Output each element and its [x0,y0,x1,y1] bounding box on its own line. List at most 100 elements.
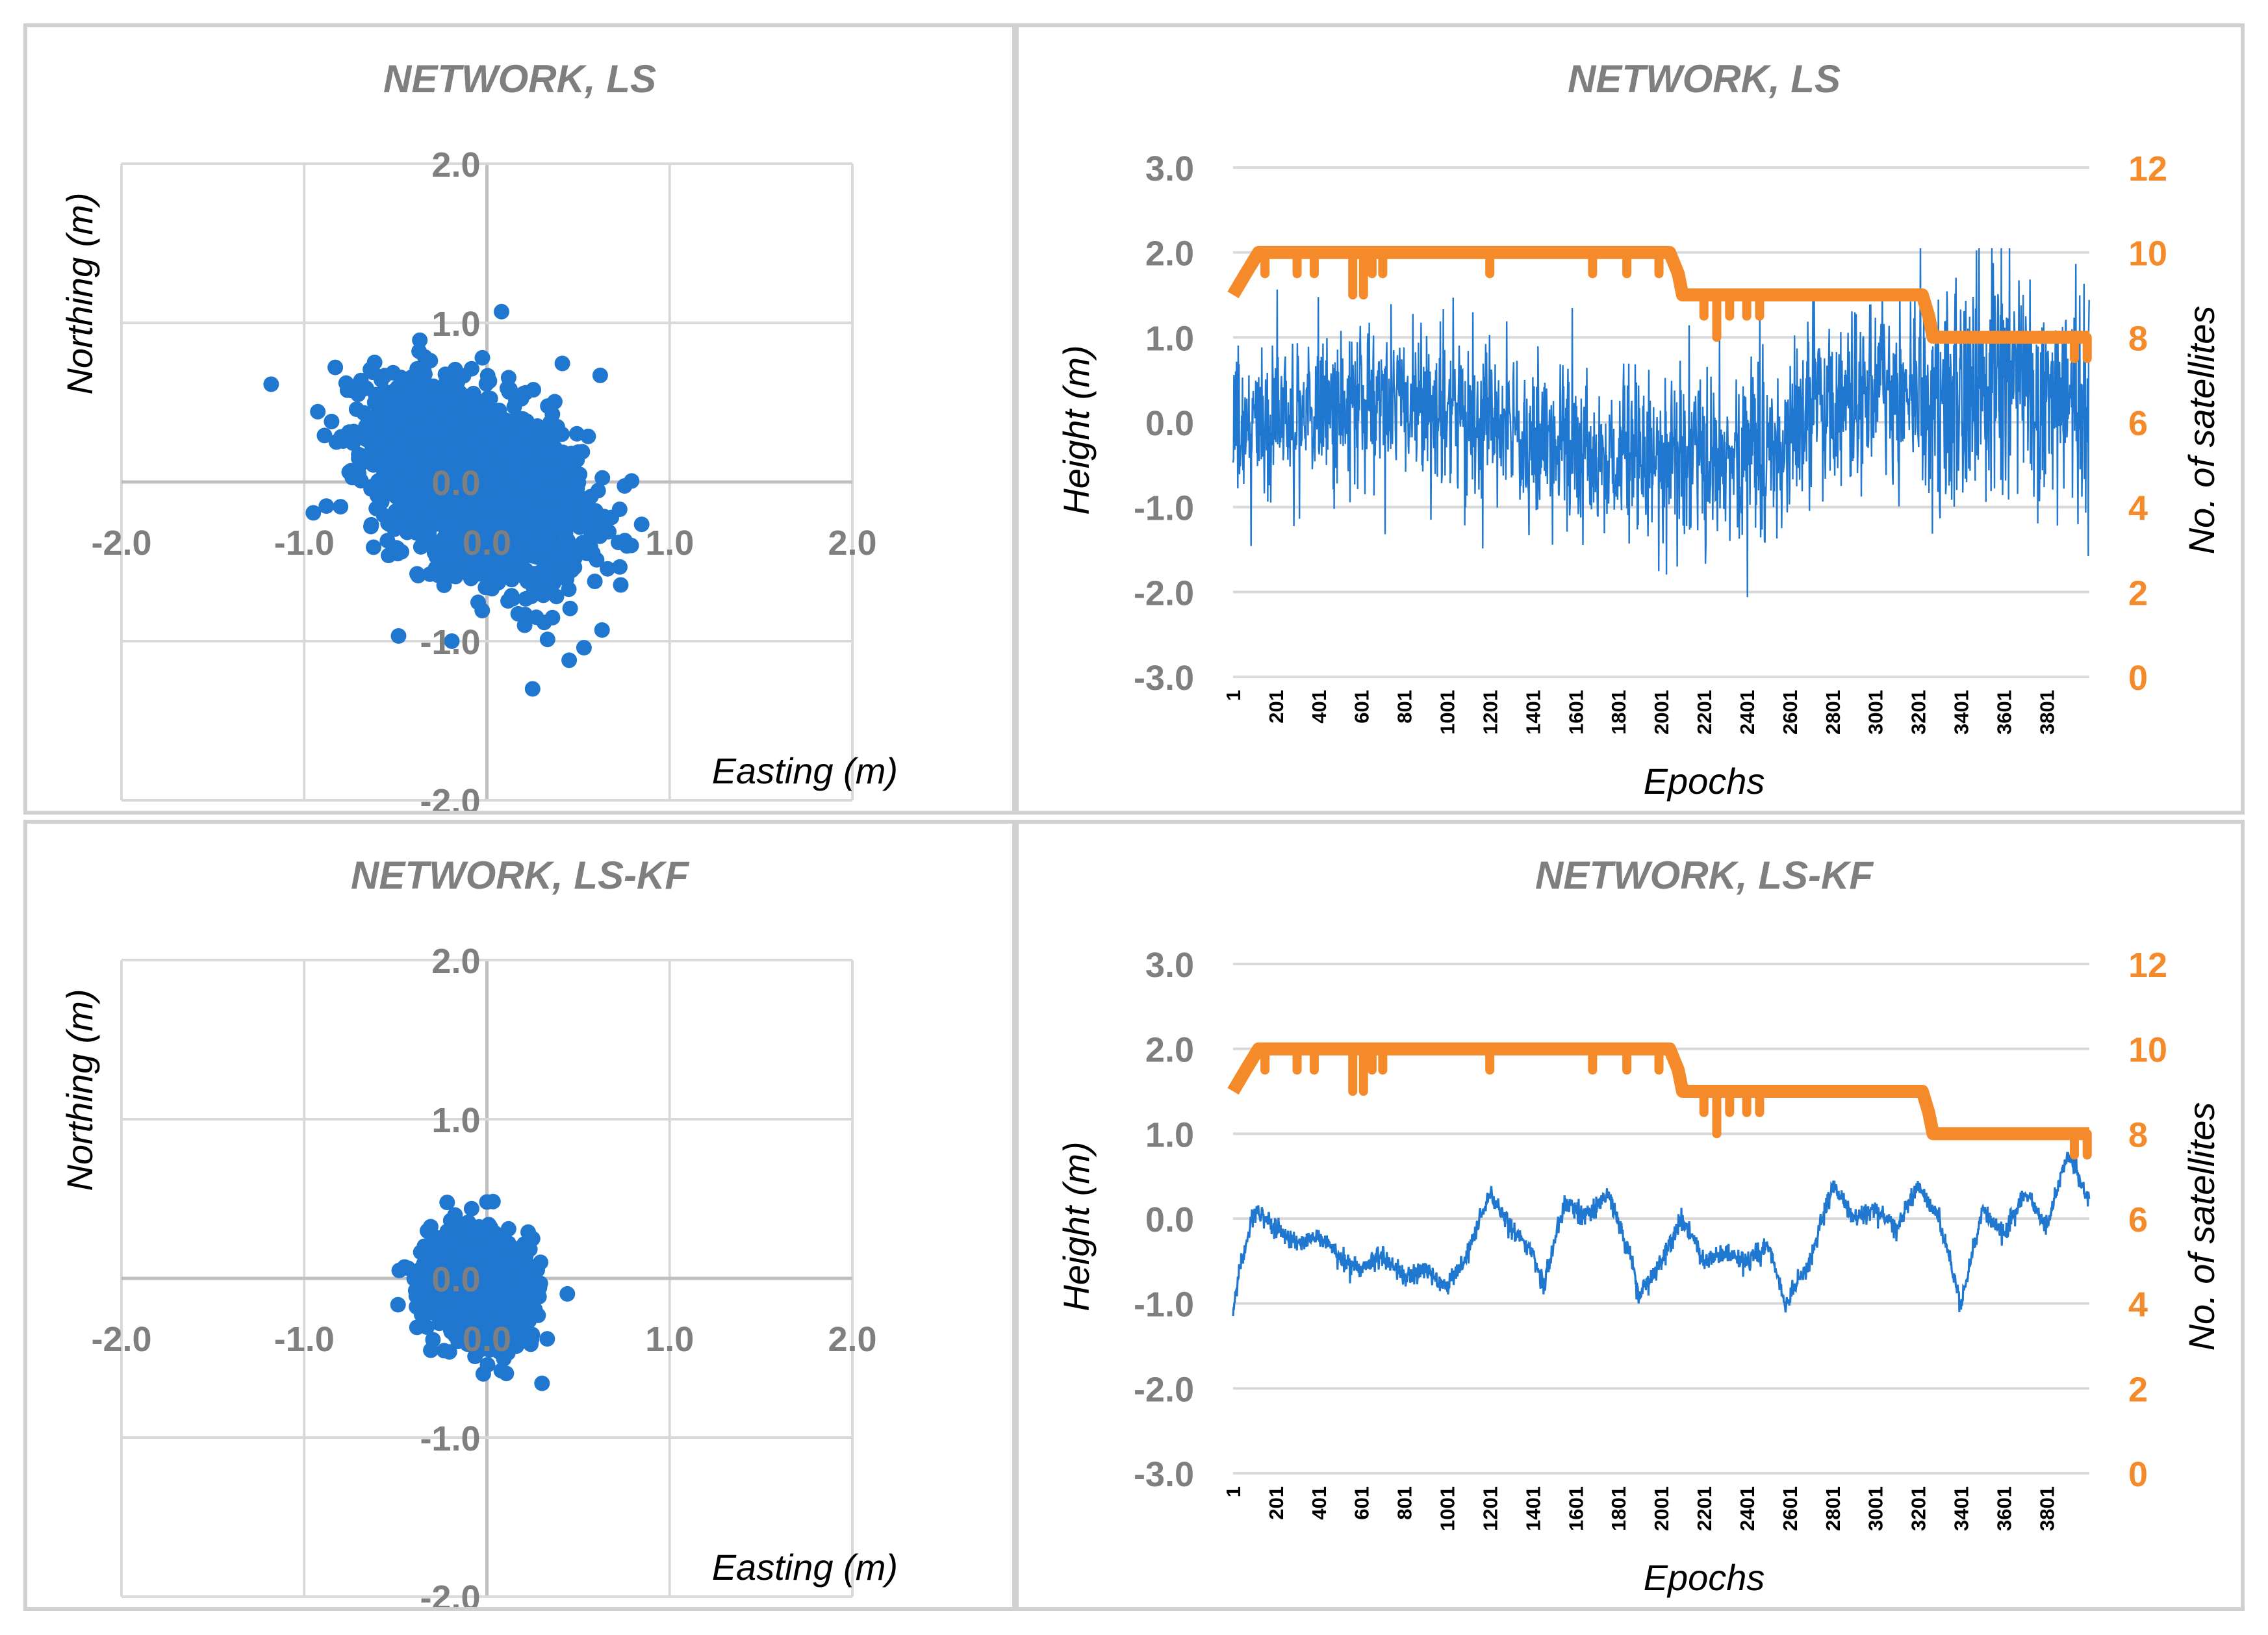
scatter-point [449,396,465,412]
scatter-point [503,541,520,557]
x-tick-label: 1.0 [645,1320,694,1359]
scatter-point [408,383,424,399]
scatter-point [474,602,491,618]
scatter-point [611,535,626,551]
y-axis-label: Height (m) [1056,1141,1097,1311]
chart-title: NETWORK, LS [383,57,656,101]
y2-tick-label: 4 [2128,489,2148,528]
x-tick-label: 2.0 [828,1320,876,1359]
scatter-point [437,366,453,383]
scatter-point [390,628,407,644]
scatter-point [511,475,528,490]
x-tick-label: 0.0 [463,524,511,563]
scatter-point [617,478,633,494]
scatter-point [310,403,326,420]
scatter-point [613,577,629,593]
scatter-point [571,509,587,525]
scatter-point [377,388,393,404]
y-tick-label: -1.0 [420,623,480,662]
scatter-point [539,631,555,648]
scatter-point [391,1262,407,1278]
scatter-point [461,514,477,530]
x-tick-label: -2.0 [91,524,151,563]
x-axis-label: Easting (m) [712,750,898,791]
scatter-point [516,414,532,430]
scatter-point [419,1223,435,1239]
scatter-point [346,424,362,440]
scatter-panel-ls: NETWORK, LS -2.0 -1.0 0.0 1.0 2.0 -2.0 -1.0 1.0… [23,23,1016,815]
scatter-point [563,446,580,462]
scatter-point [462,501,478,517]
scatter-point [408,525,424,541]
y2-tick-label: 2 [2128,574,2148,613]
scatter-point [494,509,510,525]
x-tick-label: 3401 [1950,690,1973,735]
scatter-point [460,1214,476,1230]
y-tick-label: 1.0 [1145,319,1194,358]
scatter-point [406,477,422,493]
y-tick-label: -2.0 [420,1578,480,1607]
x-tick-label: 201 [1265,1486,1288,1520]
scatter-point [523,589,539,605]
scatter-point [554,559,570,575]
scatter-point [422,495,438,511]
scatter-point [561,652,578,668]
scatter-point [351,446,367,463]
scatter-point [567,559,583,576]
scatter-point [316,427,333,444]
y2-tick-label: 12 [2128,946,2167,985]
x-tick-label: 1001 [1436,1486,1459,1531]
y-tick-label: -3.0 [1134,1455,1194,1494]
y-tick-label: -1.0 [1134,1286,1194,1324]
x-tick-label: 1.0 [645,524,694,563]
scatter-point [571,498,587,514]
scatter-point [439,1263,455,1279]
scatter-point [500,563,516,579]
x-tick-label: 2801 [1822,690,1844,735]
scatter-point [436,1343,452,1359]
y-tick-label: 3.0 [1145,149,1194,188]
y-tick-label: 0.0 [431,1260,480,1299]
x-tick-label: -2.0 [91,1320,151,1359]
scatter-point [470,431,487,447]
x-tick-label: 1201 [1479,1486,1501,1531]
x-axis-label: Epochs [1644,1557,1765,1598]
scatter-point [507,1295,524,1311]
scatter-point [375,487,391,503]
scatter-point [433,405,449,421]
scatter-point [511,1274,527,1291]
x-tick-label: 601 [1351,1486,1373,1520]
scatter-point [537,472,553,488]
scatter-point [394,544,409,560]
x-tick-label: 0.0 [463,1320,511,1359]
scatter-point [447,1207,463,1223]
scatter-point [437,385,453,401]
scatter-point [520,532,536,548]
y2-tick-label: 8 [2128,319,2148,358]
x-tick-label: -1.0 [274,1320,335,1359]
scatter-point [528,609,544,626]
x-tick-label: 3201 [1907,1486,1930,1531]
x-tick-label: 2401 [1736,1486,1759,1531]
scatter-point [521,517,537,533]
y-tick-label: 1.0 [1145,1115,1194,1154]
scatter-point [366,539,381,555]
scatter-point [386,422,402,437]
scatter-point [424,379,440,395]
scatter-point [422,353,439,369]
x-tick-label: 201 [1265,690,1288,724]
scatter-point [502,381,518,398]
y2-tick-label: 10 [2128,1031,2167,1070]
scatter-point [479,471,496,487]
scatter-point [562,600,578,616]
scatter-point [600,561,616,577]
x-tick-label: -1.0 [274,524,335,563]
x-axis-label: Epochs [1644,761,1765,802]
scatter-point [446,1243,463,1258]
scatter-point [263,376,279,392]
y-tick-label: 1.0 [431,1101,480,1140]
scatter-point [485,533,501,550]
x-tick-label: 2001 [1650,690,1673,735]
scatter-point [633,516,650,533]
y2-tick-label: 6 [2128,1200,2148,1239]
